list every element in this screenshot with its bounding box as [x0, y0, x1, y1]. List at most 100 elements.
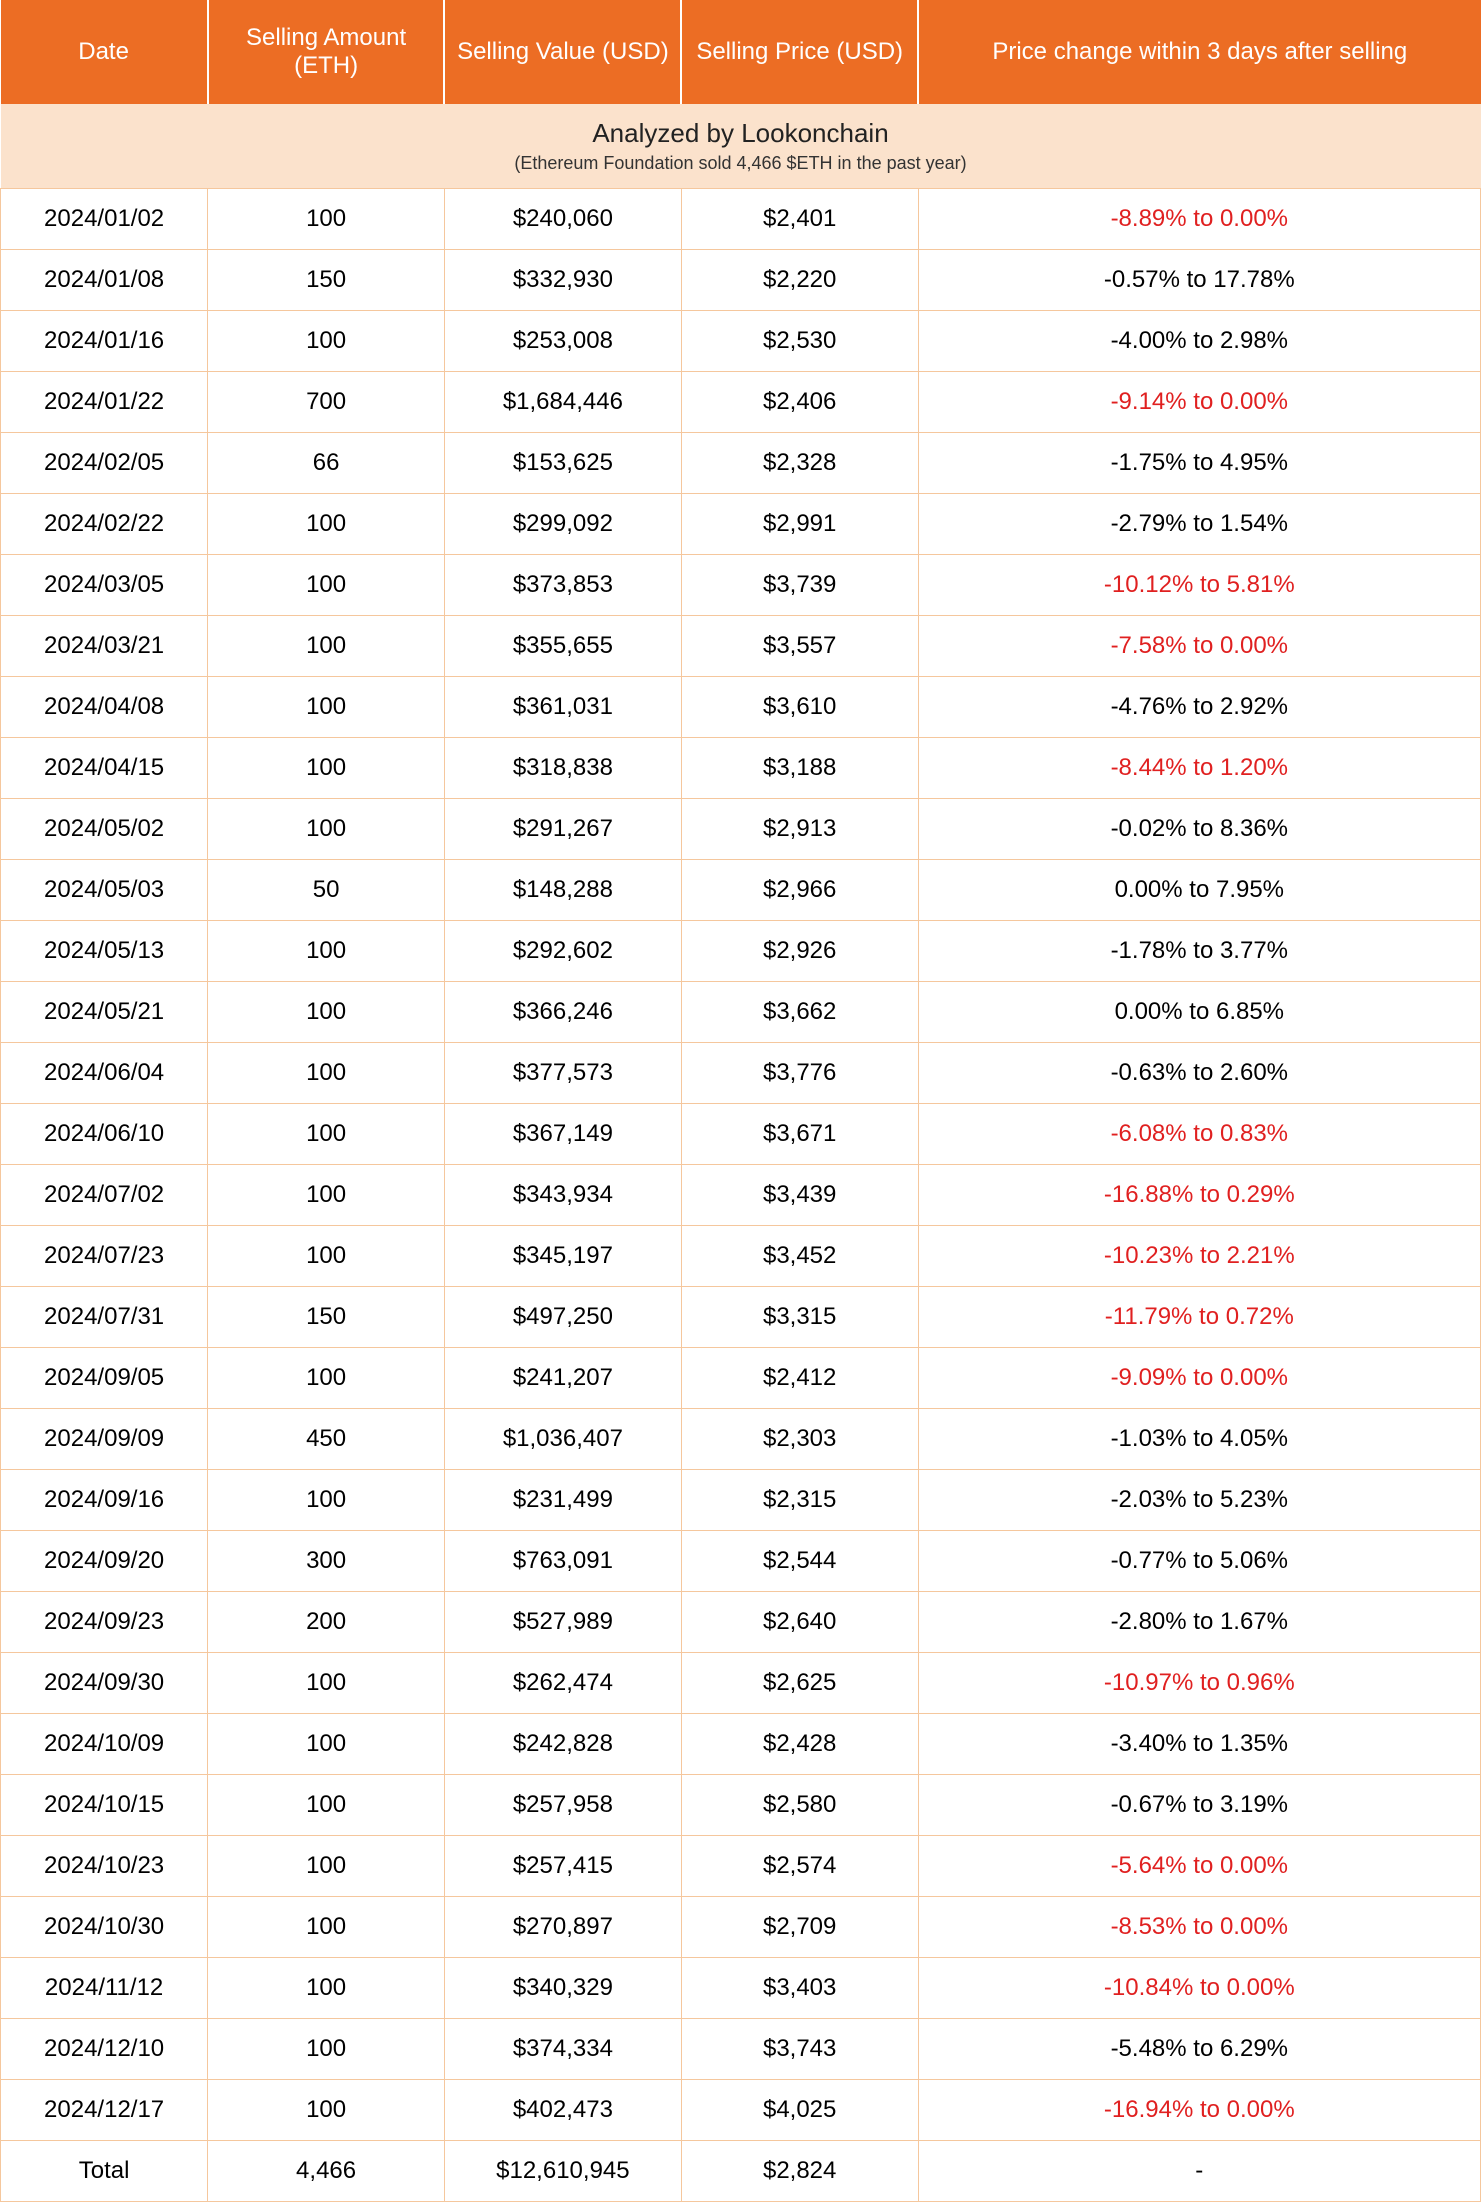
cell-change: -16.88% to 0.29%	[918, 1165, 1480, 1226]
table-row: 2024/09/16100$231,499$2,315-2.03% to 5.2…	[1, 1470, 1481, 1531]
cell-date: 2024/02/05	[1, 433, 208, 494]
table-row: 2024/09/05100$241,207$2,412-9.09% to 0.0…	[1, 1348, 1481, 1409]
table-row: 2024/07/31150$497,250$3,315-11.79% to 0.…	[1, 1287, 1481, 1348]
cell-price: $3,452	[681, 1226, 918, 1287]
cell-value: $153,625	[444, 433, 681, 494]
cell-date: 2024/07/02	[1, 1165, 208, 1226]
cell-date: 2024/05/03	[1, 860, 208, 921]
cell-change: -8.44% to 1.20%	[918, 738, 1480, 799]
cell-amount: 50	[208, 860, 445, 921]
table-container: Date Selling Amount (ETH) Selling Value …	[0, 0, 1481, 2202]
cell-change: -9.09% to 0.00%	[918, 1348, 1480, 1409]
table-row: 2024/10/23100$257,415$2,574-5.64% to 0.0…	[1, 1836, 1481, 1897]
cell-date: 2024/05/02	[1, 799, 208, 860]
cell-price: $2,544	[681, 1531, 918, 1592]
cell-date: 2024/09/05	[1, 1348, 208, 1409]
table-row: 2024/05/02100$291,267$2,913-0.02% to 8.3…	[1, 799, 1481, 860]
cell-amount: 100	[208, 1348, 445, 1409]
table-row: 2024/12/17100$402,473$4,025-16.94% to 0.…	[1, 2080, 1481, 2141]
cell-price: $3,743	[681, 2019, 918, 2080]
cell-value: $377,573	[444, 1043, 681, 1104]
cell-value: $257,958	[444, 1775, 681, 1836]
eth-sales-table: Date Selling Amount (ETH) Selling Value …	[0, 0, 1481, 2202]
table-row: 2024/10/09100$242,828$2,428-3.40% to 1.3…	[1, 1714, 1481, 1775]
cell-change: -0.02% to 8.36%	[918, 799, 1480, 860]
cell-change: -2.79% to 1.54%	[918, 494, 1480, 555]
cell-amount: 100	[208, 494, 445, 555]
cell-date: 2024/05/21	[1, 982, 208, 1043]
table-row: 2024/01/22700$1,684,446$2,406-9.14% to 0…	[1, 372, 1481, 433]
cell-price: $2,640	[681, 1592, 918, 1653]
cell-amount: 100	[208, 1714, 445, 1775]
cell-value: $373,853	[444, 555, 681, 616]
cell-amount: 100	[208, 189, 445, 250]
cell-price: $3,403	[681, 1958, 918, 2019]
cell-value: $257,415	[444, 1836, 681, 1897]
table-row: 2024/10/30100$270,897$2,709-8.53% to 0.0…	[1, 1897, 1481, 1958]
cell-amount: 100	[208, 1226, 445, 1287]
cell-amount: 150	[208, 1287, 445, 1348]
cell-date: 2024/09/16	[1, 1470, 208, 1531]
cell-value: $374,334	[444, 2019, 681, 2080]
cell-change: -0.63% to 2.60%	[918, 1043, 1480, 1104]
cell-price: $3,671	[681, 1104, 918, 1165]
table-head: Date Selling Amount (ETH) Selling Value …	[1, 0, 1481, 104]
cell-date: 2024/01/08	[1, 250, 208, 311]
cell-value: $318,838	[444, 738, 681, 799]
cell-date: 2024/09/23	[1, 1592, 208, 1653]
cell-change: -5.64% to 0.00%	[918, 1836, 1480, 1897]
cell-amount: 100	[208, 2080, 445, 2141]
table-row: 2024/07/23100$345,197$3,452-10.23% to 2.…	[1, 1226, 1481, 1287]
cell-price: $2,406	[681, 372, 918, 433]
cell-change: -10.97% to 0.96%	[918, 1653, 1480, 1714]
cell-amount: 100	[208, 1653, 445, 1714]
cell-value: $361,031	[444, 677, 681, 738]
cell-value: $355,655	[444, 616, 681, 677]
cell-value: $1,036,407	[444, 1409, 681, 1470]
cell-amount: 200	[208, 1592, 445, 1653]
cell-change: -8.89% to 0.00%	[918, 189, 1480, 250]
table-body: Analyzed by Lookonchain (Ethereum Founda…	[1, 104, 1481, 2202]
total-row: Total4,466$12,610,945$2,824-	[1, 2141, 1481, 2202]
cell-date: 2024/04/08	[1, 677, 208, 738]
cell-date: 2024/06/04	[1, 1043, 208, 1104]
cell-price: $2,991	[681, 494, 918, 555]
cell-value: $367,149	[444, 1104, 681, 1165]
cell-date: 2024/10/23	[1, 1836, 208, 1897]
cell-change: -11.79% to 0.72%	[918, 1287, 1480, 1348]
table-row: 2024/05/0350$148,288$2,9660.00% to 7.95%	[1, 860, 1481, 921]
cell-amount: 700	[208, 372, 445, 433]
cell-date: 2024/03/05	[1, 555, 208, 616]
cell-value: $242,828	[444, 1714, 681, 1775]
cell-value: $332,930	[444, 250, 681, 311]
table-row: 2024/09/23200$527,989$2,640-2.80% to 1.6…	[1, 1592, 1481, 1653]
cell-price: $3,439	[681, 1165, 918, 1226]
table-row: 2024/03/21100$355,655$3,557-7.58% to 0.0…	[1, 616, 1481, 677]
col-header-price: Selling Price (USD)	[681, 0, 918, 104]
table-row: 2024/07/02100$343,934$3,439-16.88% to 0.…	[1, 1165, 1481, 1226]
table-row: 2024/02/0566$153,625$2,328-1.75% to 4.95…	[1, 433, 1481, 494]
cell-change: 0.00% to 6.85%	[918, 982, 1480, 1043]
cell-value: $763,091	[444, 1531, 681, 1592]
cell-price: $2,926	[681, 921, 918, 982]
cell-date: 2024/10/30	[1, 1897, 208, 1958]
cell-price: $2,709	[681, 1897, 918, 1958]
cell-amount: 100	[208, 1836, 445, 1897]
table-row: 2024/09/20300$763,091$2,544-0.77% to 5.0…	[1, 1531, 1481, 1592]
cell-date: 2024/01/02	[1, 189, 208, 250]
cell-value: $527,989	[444, 1592, 681, 1653]
col-header-date: Date	[1, 0, 208, 104]
cell-date: 2024/01/16	[1, 311, 208, 372]
cell-change: -10.23% to 2.21%	[918, 1226, 1480, 1287]
total-label: Total	[1, 2141, 208, 2202]
cell-price: $2,328	[681, 433, 918, 494]
cell-change: -7.58% to 0.00%	[918, 616, 1480, 677]
cell-value: $148,288	[444, 860, 681, 921]
table-row: 2024/04/15100$318,838$3,188-8.44% to 1.2…	[1, 738, 1481, 799]
cell-change: -0.57% to 17.78%	[918, 250, 1480, 311]
cell-price: $3,557	[681, 616, 918, 677]
cell-value: $1,684,446	[444, 372, 681, 433]
cell-date: 2024/04/15	[1, 738, 208, 799]
cell-value: $291,267	[444, 799, 681, 860]
cell-price: $2,580	[681, 1775, 918, 1836]
